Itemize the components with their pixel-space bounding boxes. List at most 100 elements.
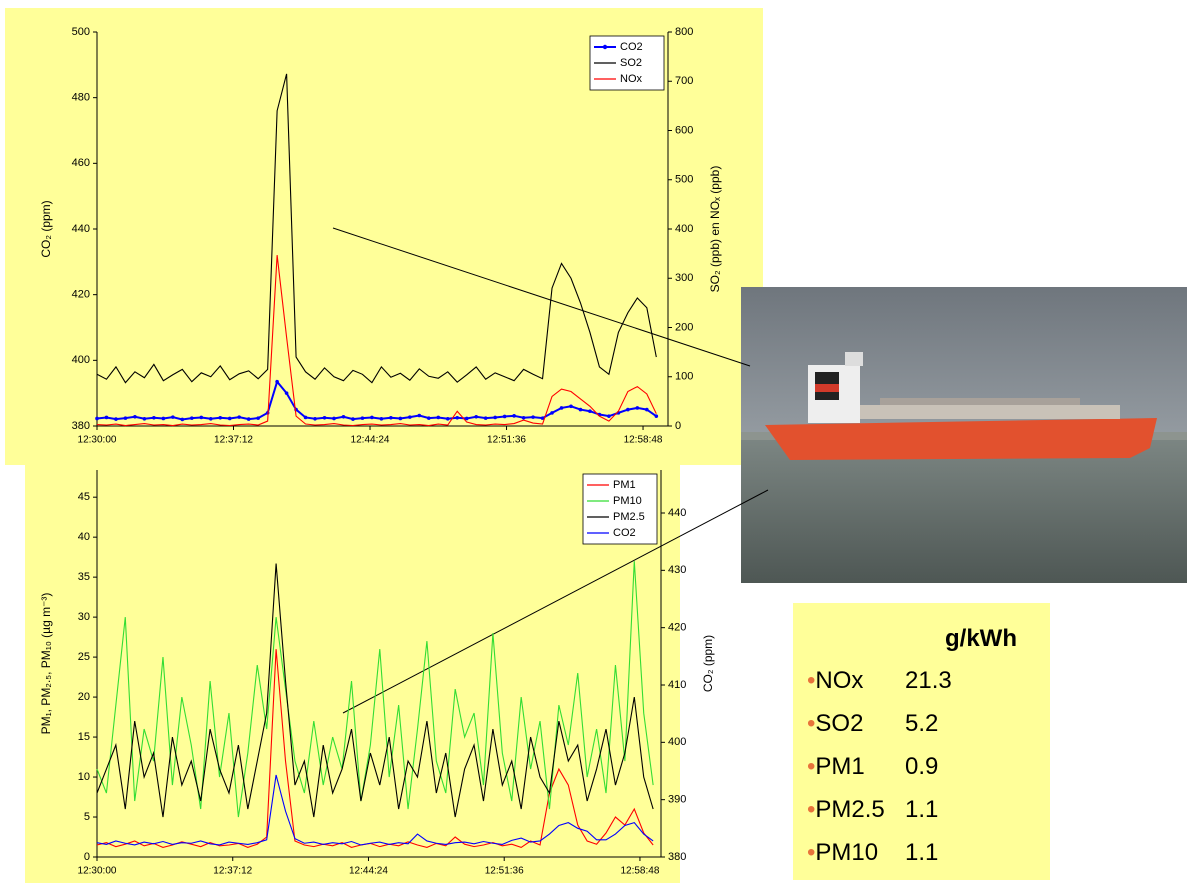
- emission-value: 1.1: [905, 839, 938, 867]
- legend-label: PM2.5: [613, 511, 645, 523]
- series-marker: [285, 391, 289, 395]
- series-marker: [503, 415, 507, 419]
- y2-tick-label: 700: [675, 75, 693, 87]
- series-marker: [446, 417, 450, 421]
- series-marker: [522, 416, 526, 420]
- x-tick-label: 12:51:36: [485, 866, 524, 877]
- series-marker: [124, 416, 128, 420]
- legend-label: PM1: [613, 479, 636, 491]
- legend-label: CO2: [613, 527, 636, 539]
- legend-label: PM10: [613, 495, 642, 507]
- y2-tick-label: 800: [675, 26, 693, 38]
- y-axis-label: CO₂ (ppm): [39, 200, 53, 257]
- x-tick-label: 12:44:24: [351, 435, 390, 446]
- emission-value: 21.3: [905, 667, 952, 695]
- series-marker: [427, 416, 431, 420]
- x-tick-label: 12:58:48: [624, 435, 663, 446]
- ship-photo: [741, 287, 1187, 583]
- series-marker: [389, 416, 393, 420]
- series-marker: [436, 416, 440, 420]
- y2-tick-label: 390: [668, 794, 686, 806]
- x-tick-label: 12:37:12: [214, 435, 253, 446]
- series-marker: [256, 416, 260, 420]
- y2-axis-label: CO₂ (ppm): [701, 635, 715, 692]
- pollutant: PM1: [815, 753, 864, 780]
- series-marker: [105, 416, 109, 420]
- series-marker: [455, 416, 459, 420]
- pollutant: SO2: [815, 710, 863, 737]
- table-header: g/kWh: [945, 625, 1017, 653]
- y-tick-label: 500: [72, 26, 90, 38]
- x-tick-label: 12:30:00: [78, 866, 117, 877]
- series-marker: [569, 405, 573, 409]
- y2-tick-label: 420: [668, 622, 686, 634]
- series-marker: [209, 417, 213, 421]
- series-marker: [399, 417, 403, 421]
- series-marker: [342, 415, 346, 419]
- y-tick-label: 5: [84, 811, 90, 823]
- y-tick-label: 440: [72, 223, 90, 235]
- series-marker: [162, 417, 166, 421]
- series-marker: [531, 415, 535, 419]
- series-marker: [181, 418, 185, 422]
- y2-tick-label: 430: [668, 564, 686, 576]
- series-marker: [484, 416, 488, 420]
- legend-label: CO2: [620, 41, 643, 53]
- pollutant: PM10: [815, 839, 878, 866]
- y-tick-label: 480: [72, 92, 90, 104]
- series-marker: [247, 417, 251, 421]
- x-tick-label: 12:44:24: [349, 866, 388, 877]
- series-marker: [465, 417, 469, 421]
- series-marker: [143, 417, 147, 421]
- series-marker: [190, 416, 194, 420]
- y2-tick-label: 200: [675, 321, 693, 333]
- series-marker: [579, 408, 583, 412]
- emission-value: 1.1: [905, 796, 938, 824]
- series-marker: [418, 414, 422, 418]
- series-marker: [171, 415, 175, 419]
- series-marker: [550, 411, 554, 415]
- x-tick-label: 12:58:48: [620, 866, 659, 877]
- series-marker: [370, 416, 374, 420]
- series-marker: [351, 417, 355, 421]
- series-marker: [493, 416, 497, 420]
- series-marker: [655, 414, 659, 418]
- pollutant: NOx: [815, 667, 863, 694]
- series-marker: [560, 406, 564, 410]
- y-tick-label: 25: [78, 651, 90, 663]
- y2-axis-label: SO₂ (ppb) en NOₓ (ppb): [708, 166, 722, 293]
- y2-tick-label: 400: [675, 223, 693, 235]
- y-tick-label: 10: [78, 771, 90, 783]
- series-marker: [408, 415, 412, 419]
- y2-tick-label: 100: [675, 371, 693, 383]
- legend-marker: [603, 45, 607, 49]
- y-tick-label: 380: [72, 420, 90, 432]
- y-tick-label: 460: [72, 157, 90, 169]
- series-marker: [95, 417, 99, 421]
- y2-tick-label: 380: [668, 851, 686, 863]
- emission-value: 5.2: [905, 710, 938, 738]
- y-tick-label: 30: [78, 611, 90, 623]
- series-marker: [323, 416, 327, 420]
- y2-tick-label: 400: [668, 736, 686, 748]
- series-marker: [218, 416, 222, 420]
- y-tick-label: 400: [72, 354, 90, 366]
- series-marker: [512, 414, 516, 418]
- series-marker: [228, 417, 232, 421]
- series-marker: [361, 416, 365, 420]
- y2-tick-label: 0: [675, 420, 681, 432]
- series-marker: [626, 408, 630, 412]
- y-tick-label: 15: [78, 731, 90, 743]
- y2-tick-label: 410: [668, 679, 686, 691]
- emission-value: 0.9: [905, 753, 938, 781]
- series-marker: [588, 409, 592, 413]
- chart-panel: [25, 465, 680, 883]
- x-tick-label: 12:30:00: [78, 435, 117, 446]
- x-tick-label: 12:51:36: [487, 435, 526, 446]
- legend-label: NOx: [620, 73, 643, 85]
- y-axis-label: PM₁, PM₂.₅, PM₁₀ (µg m⁻³): [39, 593, 53, 735]
- table-row: •NOx21.3: [807, 667, 863, 697]
- y-tick-label: 0: [84, 851, 90, 863]
